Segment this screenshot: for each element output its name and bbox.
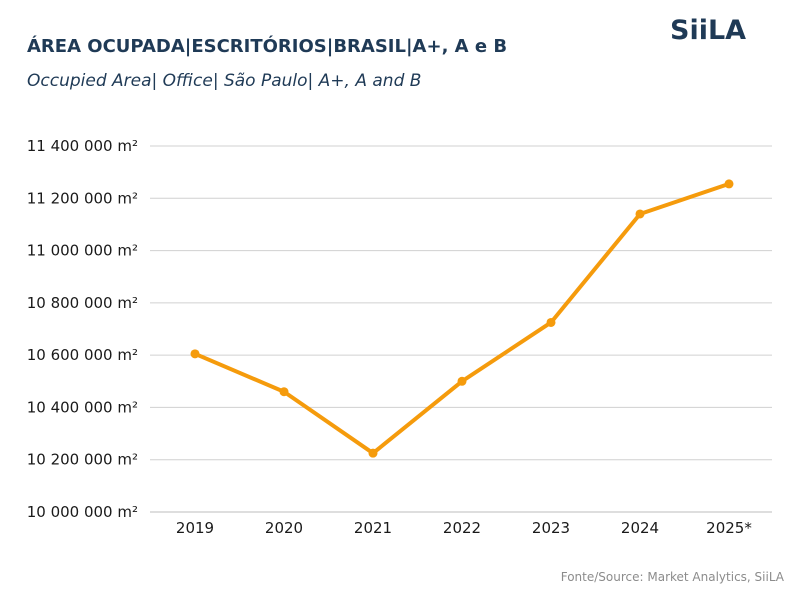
x-tick-label: 2021 (354, 519, 392, 537)
data-point (635, 209, 645, 219)
siila-logo: SiiLA (670, 15, 746, 44)
y-tick-label: 10 000 000 m² (27, 503, 138, 521)
gridlines (150, 145, 772, 513)
x-tick-label: 2019 (176, 519, 214, 537)
y-tick-label: 10 600 000 m² (27, 346, 138, 364)
logo-text: SiiLA (670, 15, 746, 44)
chart-title: ÁREA OCUPADA|ESCRITÓRIOS|BRASIL|A+, A e … (27, 36, 508, 57)
series-line (193, 181, 731, 456)
data-point (457, 376, 467, 386)
x-axis-tick-labels: 2019 2020 2021 2022 2023 2024 2025* (176, 519, 752, 537)
data-point (368, 448, 378, 458)
y-tick-label: 10 200 000 m² (27, 451, 138, 469)
source-note: Fonte/Source: Market Analytics, SiiLA (560, 570, 784, 584)
x-tick-label: 2020 (265, 519, 303, 537)
data-point (546, 317, 556, 327)
y-tick-label: 11 200 000 m² (27, 189, 138, 207)
data-point (724, 179, 734, 189)
y-tick-label: 11 400 000 m² (27, 137, 138, 155)
x-tick-label: 2024 (621, 519, 659, 537)
series-layer (190, 179, 734, 458)
x-tick-label: 2023 (532, 519, 570, 537)
data-point (190, 349, 200, 359)
x-tick-label: 2025* (706, 519, 752, 537)
y-axis-tick-labels: 10 000 000 m² 10 200 000 m² 10 400 000 m² 1… (27, 137, 138, 521)
chart-subtitle: Occupied Area| Office| São Paulo| A+, A … (27, 71, 422, 91)
y-tick-label: 11 000 000 m² (27, 242, 138, 260)
x-tick-label: 2022 (443, 519, 481, 537)
y-tick-label: 10 400 000 m² (27, 398, 138, 416)
data-point (279, 387, 289, 397)
y-tick-label: 10 800 000 m² (27, 294, 138, 312)
